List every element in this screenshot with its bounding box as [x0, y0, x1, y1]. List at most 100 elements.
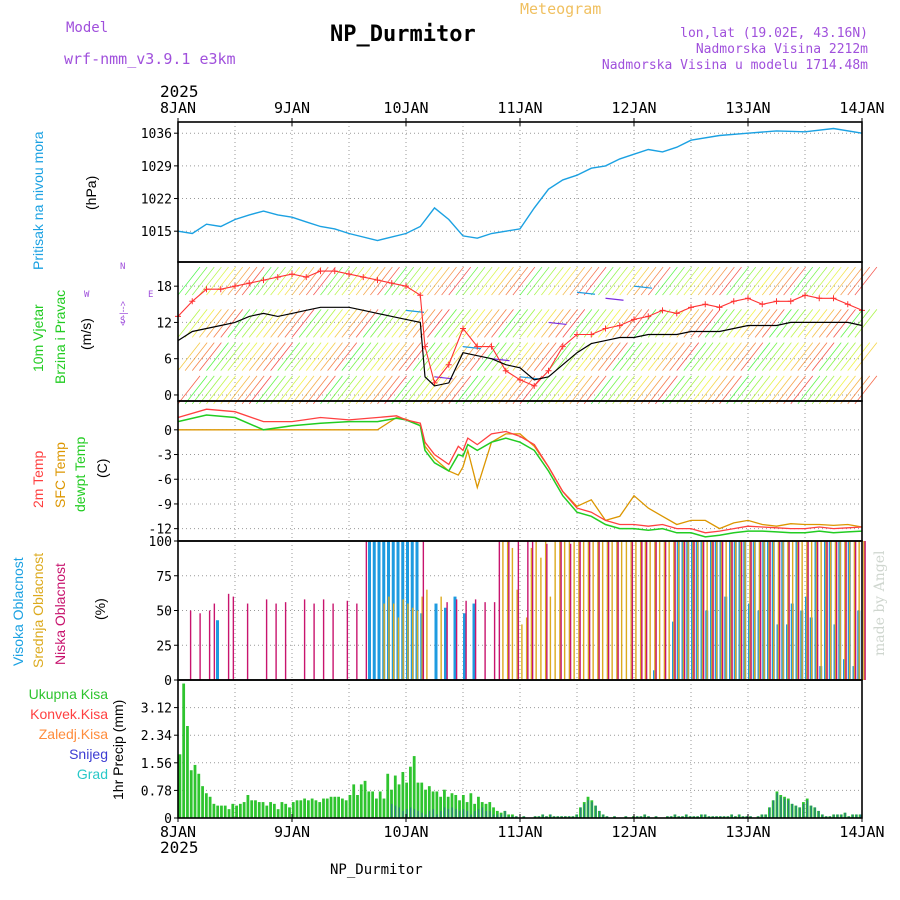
wind-barb — [263, 342, 286, 371]
precip-bar — [431, 791, 435, 818]
cloud-bar-mid — [407, 603, 409, 680]
wind-barb — [391, 342, 415, 371]
snow-bar — [855, 814, 858, 818]
wind-barb — [313, 266, 336, 296]
wind-barb — [605, 309, 628, 338]
wind-barb — [826, 266, 849, 296]
snow-bar — [723, 816, 725, 818]
wind-barb — [619, 375, 643, 405]
cloud-bar-low — [531, 541, 534, 680]
wind-gust-marker — [574, 331, 580, 338]
snow-bar — [572, 816, 574, 818]
wind-gust-marker — [745, 295, 751, 302]
snow-bar — [678, 816, 680, 818]
wind-barb — [177, 375, 201, 405]
cloud-bar-mid — [383, 603, 385, 680]
wind-barb — [462, 266, 486, 296]
cloud-bar-low — [655, 541, 657, 680]
wind-barb — [704, 309, 728, 338]
wind-barb — [348, 309, 372, 338]
wind-barb — [619, 342, 643, 371]
year-bottom: 2025 — [160, 838, 199, 857]
wind-barb — [263, 309, 286, 338]
wind-barb — [676, 266, 700, 296]
precip-bar — [454, 795, 458, 818]
y-tick-label: -9 — [156, 498, 172, 513]
wind-barb — [833, 266, 856, 296]
wind-barb — [754, 342, 778, 371]
wind-barb — [569, 375, 593, 405]
snow-bar — [780, 796, 782, 818]
cloud-bar-high — [216, 620, 219, 680]
wind-barb — [191, 266, 215, 296]
wind-barb — [804, 375, 828, 405]
precip-bar — [246, 795, 250, 818]
snow-bar — [833, 814, 835, 818]
cloud-bar-mid — [611, 541, 613, 680]
wind-barb — [206, 342, 229, 371]
wind-barb — [270, 266, 293, 296]
wind-barb — [384, 309, 407, 338]
wind-barb — [177, 309, 201, 338]
y-tick-label: 0 — [164, 812, 172, 827]
wind-barb — [348, 375, 372, 405]
wind-barb — [562, 342, 586, 371]
wind-barb — [362, 266, 386, 296]
cloud-bar-low — [246, 603, 249, 680]
wind-gust-marker — [830, 295, 837, 302]
wind-barb — [562, 309, 586, 338]
wind-barb — [747, 375, 771, 405]
cloud-bar-low — [365, 541, 368, 680]
wind-barb — [320, 375, 343, 405]
wind-barb — [533, 266, 557, 296]
snow-bar — [580, 807, 582, 818]
cloud-bar-mid — [587, 541, 590, 680]
wind-barb — [626, 309, 650, 338]
precip-bar — [329, 796, 333, 818]
precip-bar — [231, 803, 235, 818]
precip-bar — [465, 802, 469, 818]
precip-bar — [393, 775, 397, 818]
cloud-bar-mid — [768, 541, 770, 680]
cloud-bar-mid — [687, 541, 689, 680]
precip-bar — [269, 802, 272, 818]
wind-gust-marker — [517, 376, 523, 383]
snow-bar — [587, 800, 589, 818]
wind-barb — [298, 375, 322, 405]
wind-barb — [583, 375, 607, 405]
wind-barb — [355, 375, 379, 405]
wind-barb — [419, 375, 443, 405]
snow-bar — [402, 810, 404, 818]
wind-barb — [712, 309, 735, 338]
snow-bar — [447, 809, 450, 818]
wind-barb — [348, 266, 372, 296]
cloud-bar-mid — [815, 541, 818, 680]
wind-gust-marker — [502, 367, 509, 374]
wind-barb — [427, 375, 450, 405]
snow-bar — [561, 816, 563, 818]
wind-barb — [234, 309, 258, 338]
wind-barb — [669, 309, 692, 338]
wind-barb — [840, 342, 863, 371]
wind-arrow — [434, 376, 453, 380]
wind-barb — [619, 309, 643, 338]
wind-barb — [598, 342, 621, 371]
wind-barb — [690, 309, 714, 338]
wind-barb — [669, 266, 692, 296]
wind-barb — [362, 375, 386, 405]
wind-barb — [213, 342, 236, 371]
wind-barb — [227, 342, 251, 371]
snow-bar — [451, 807, 453, 818]
precip-bar — [461, 795, 465, 818]
wind-arrow — [605, 297, 624, 301]
wind-barb — [327, 342, 350, 371]
wind-barb — [598, 309, 621, 338]
precip-bar — [348, 795, 352, 818]
precip-bar — [337, 796, 340, 818]
wind-barb — [405, 309, 429, 338]
snow-bar — [682, 816, 684, 818]
wind-gust-marker — [289, 271, 295, 278]
snow-bar — [704, 814, 707, 818]
precip-label-snow: Snijeg — [69, 746, 108, 762]
wind-gust-marker — [388, 280, 395, 287]
